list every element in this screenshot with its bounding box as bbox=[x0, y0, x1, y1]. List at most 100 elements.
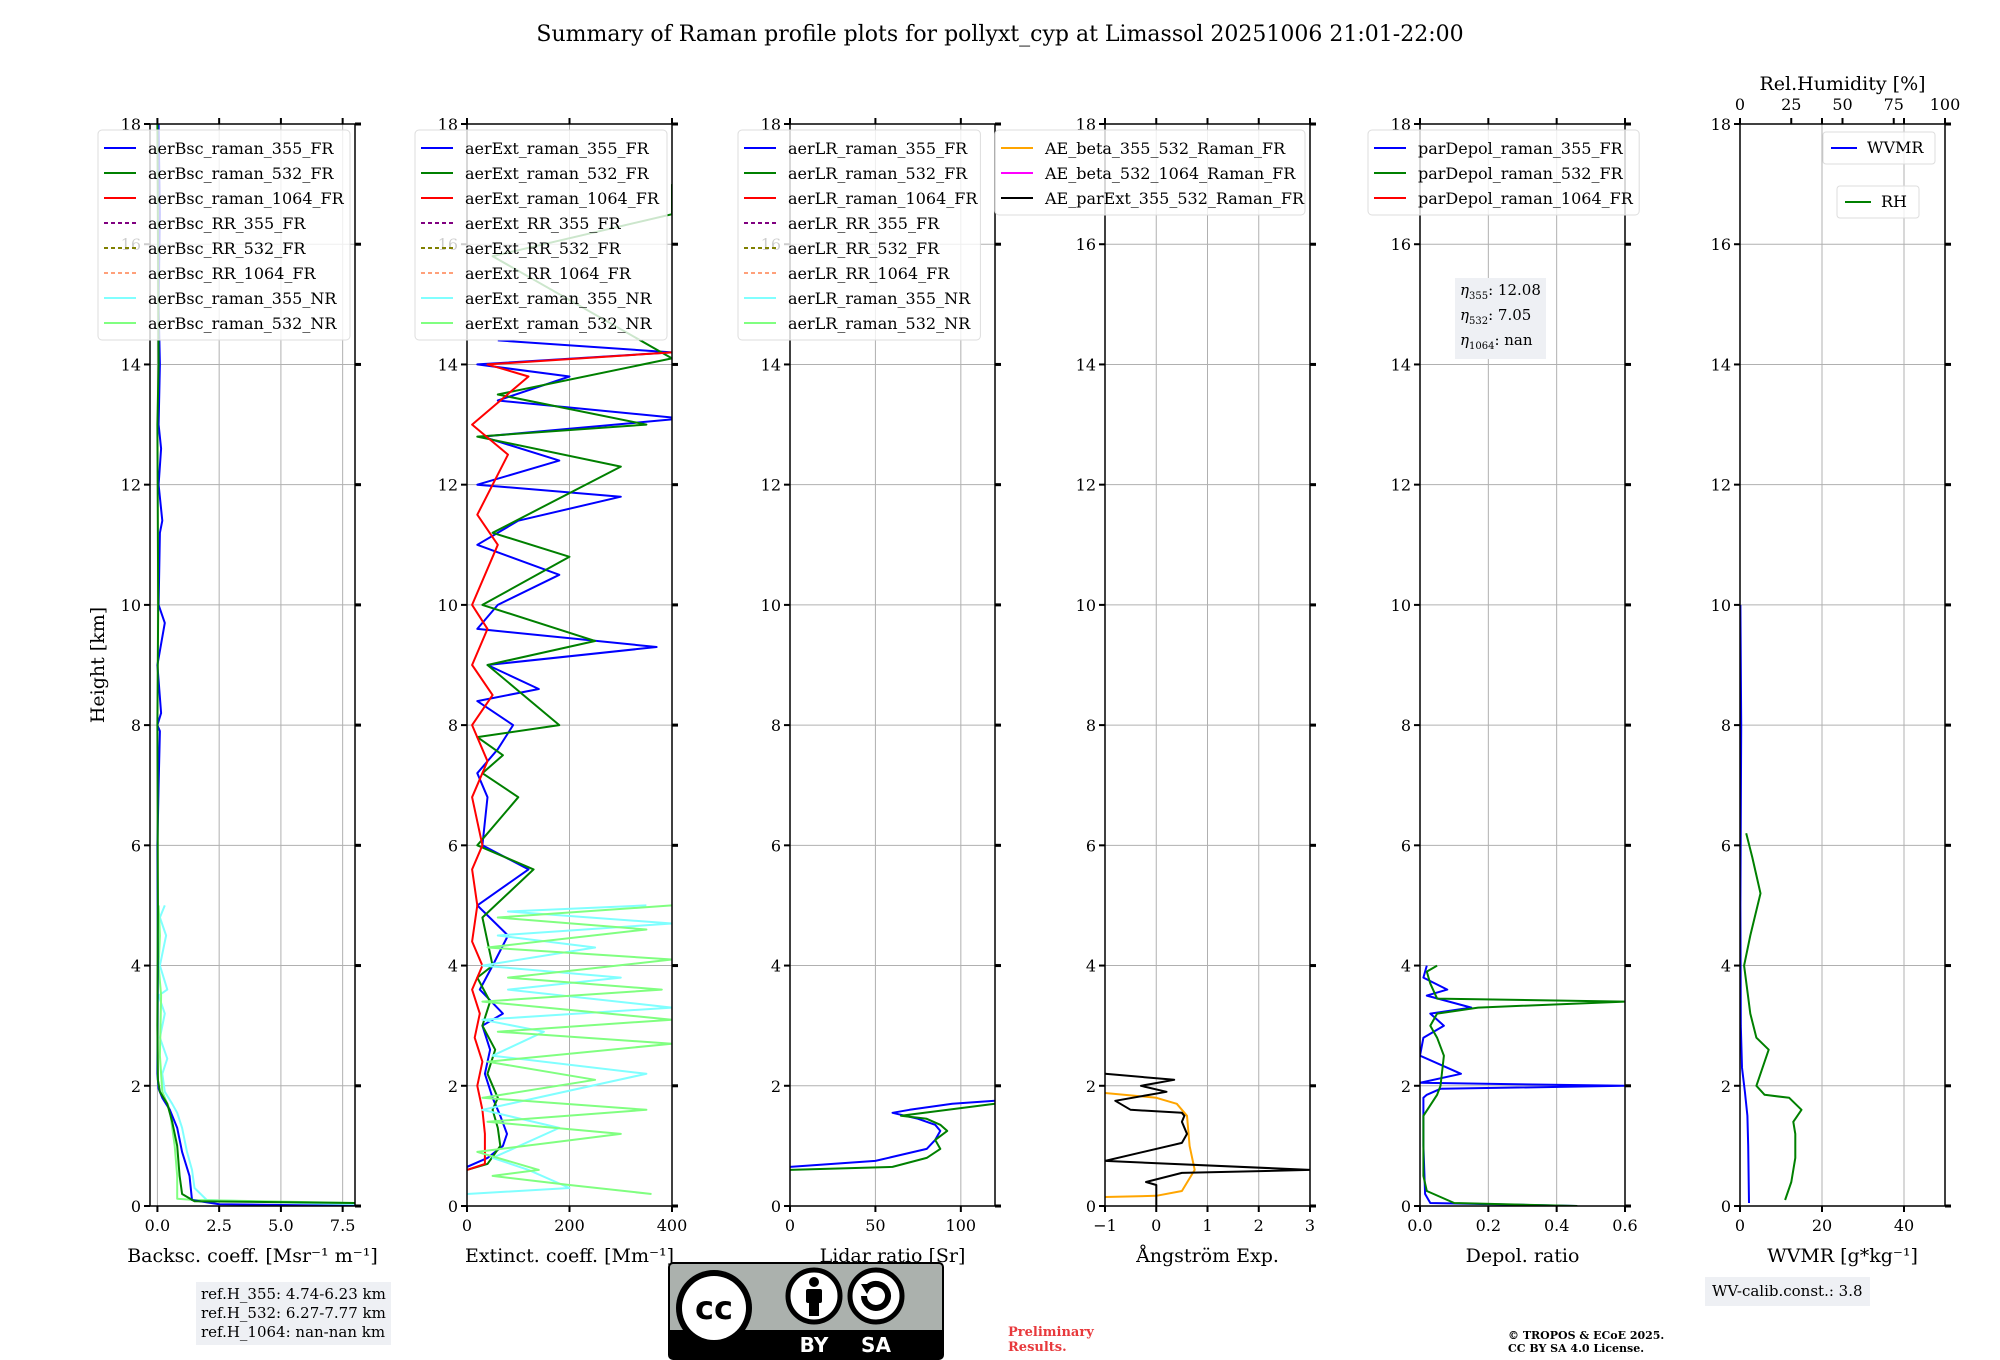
x-axis-label: Ångström Exp. bbox=[1135, 1245, 1279, 1267]
series-RH bbox=[1743, 833, 1803, 1201]
y-tick-label: 0 bbox=[448, 1197, 458, 1216]
x-tick-label: 0 bbox=[1735, 1216, 1745, 1235]
axes-ext: 0200400024681012141618Extinct. coeff. [M… bbox=[414, 115, 688, 1267]
x-tick-label: 0.0 bbox=[1407, 1216, 1432, 1235]
eta-355: η355: 12.08 bbox=[1460, 281, 1541, 302]
y-tick-label: 10 bbox=[1076, 596, 1096, 615]
series-parDepol_raman_532_FR bbox=[1422, 964, 1625, 1206]
series-WVMR bbox=[1740, 604, 1750, 1204]
x2-tick-label: 100 bbox=[1930, 95, 1961, 114]
x-axis-label: Extinct. coeff. [Mm⁻¹] bbox=[465, 1245, 674, 1267]
y-tick-label: 14 bbox=[1391, 355, 1411, 374]
y-tick-label: 12 bbox=[1076, 476, 1096, 495]
series-aerExt_raman_1064_FR bbox=[467, 351, 672, 1171]
series-aerLR_raman_532_FR bbox=[790, 1102, 995, 1171]
x-tick-label: 7.5 bbox=[330, 1216, 355, 1235]
legend-label: aerBsc_raman_355_FR bbox=[148, 139, 334, 158]
y-tick-label: 10 bbox=[761, 596, 781, 615]
x-tick-label: 0 bbox=[462, 1216, 472, 1235]
legend-label: aerLR_RR_1064_FR bbox=[788, 264, 950, 283]
y-tick-label: 18 bbox=[1711, 115, 1731, 134]
legend-label: parDepol_raman_532_FR bbox=[1418, 164, 1624, 183]
axes-lr: 050100024681012141618Lidar ratio [Sr]aer… bbox=[737, 115, 1001, 1267]
y-tick-label: 12 bbox=[1391, 476, 1411, 495]
y-tick-label: 6 bbox=[131, 836, 141, 855]
y-tick-label: 8 bbox=[131, 716, 141, 735]
legend: AE_beta_355_532_Raman_FR AE_beta_532_1064… bbox=[994, 129, 1306, 216]
x-tick-label: 0.0 bbox=[145, 1216, 170, 1235]
series-aerExt_raman_355_NR bbox=[467, 904, 672, 1195]
series-aerBsc_raman_355_NR bbox=[157, 905, 355, 1206]
x-tick-label: 400 bbox=[657, 1216, 688, 1235]
x-tick-label: 50 bbox=[865, 1216, 885, 1235]
y-tick-label: 2 bbox=[771, 1077, 781, 1096]
series-group bbox=[467, 184, 672, 1195]
y-tick-label: 2 bbox=[131, 1077, 141, 1096]
legend-RH: RH bbox=[1836, 185, 1920, 219]
y-tick-label: 6 bbox=[1401, 836, 1411, 855]
x-axis-label: Backsc. coeff. [Msr⁻¹ m⁻¹] bbox=[127, 1245, 378, 1267]
figure-title: Summary of Raman profile plots for polly… bbox=[536, 22, 1464, 47]
attribution-icon bbox=[785, 1267, 843, 1325]
y-tick-label: 16 bbox=[1391, 235, 1411, 254]
ref-height-355: ref.H_355: 4.74-6.23 km bbox=[201, 1285, 386, 1303]
legend-box bbox=[1836, 185, 1920, 219]
x-axis-label: WVMR [g*kg⁻¹] bbox=[1767, 1245, 1918, 1267]
y-tick-label: 4 bbox=[448, 957, 458, 976]
x-axis-label: Lidar ratio [Sr] bbox=[820, 1245, 966, 1267]
axes-depol: 0.0 0.2 0.4 0.6 0 2 4 6 8 10 12 14 16 18 Depol. ratio p… bbox=[1367, 115, 1640, 1267]
y-tick-label: 18 bbox=[121, 115, 141, 134]
cc-icon: cc bbox=[676, 1270, 752, 1346]
y-tick-label: 6 bbox=[1086, 836, 1096, 855]
y-tick-label: 14 bbox=[121, 355, 141, 374]
legend-label: aerLR_RR_532_FR bbox=[788, 239, 940, 258]
preliminary-results-note: Preliminary Results. bbox=[1008, 1325, 1094, 1355]
y-tick-label: 18 bbox=[761, 115, 781, 134]
y-tick-label: 2 bbox=[1086, 1077, 1096, 1096]
y-tick-label: 14 bbox=[761, 355, 781, 374]
legend-label: aerLR_RR_355_FR bbox=[788, 214, 940, 233]
y-tick-label: 16 bbox=[1711, 235, 1731, 254]
legend-label: aerLR_raman_1064_FR bbox=[788, 189, 978, 208]
y-tick-label: 6 bbox=[771, 836, 781, 855]
legend-label: AE_beta_355_532_Raman_FR bbox=[1044, 139, 1286, 158]
legend-label: aerExt_raman_355_NR bbox=[465, 289, 653, 308]
x-tick-label: 0.2 bbox=[1476, 1216, 1501, 1235]
y-tick-label: 2 bbox=[448, 1077, 458, 1096]
y-tick-label: 4 bbox=[1401, 957, 1411, 976]
x2-tick-label: 50 bbox=[1832, 95, 1852, 114]
y-tick-label: 18 bbox=[1076, 115, 1096, 134]
axes-frame bbox=[149, 123, 356, 1207]
x2-axis-label: Rel.Humidity [%] bbox=[1759, 73, 1925, 95]
legend-label: aerBsc_RR_1064_FR bbox=[148, 264, 317, 283]
svg-text:cc: cc bbox=[695, 1289, 733, 1327]
series-group bbox=[1420, 964, 1625, 1206]
legend-label: aerExt_RR_1064_FR bbox=[465, 264, 632, 283]
x-tick-label: 0.6 bbox=[1612, 1216, 1637, 1235]
y-tick-label: 4 bbox=[1721, 957, 1731, 976]
series-aerLR_raman_355_FR bbox=[790, 1099, 995, 1168]
series-group bbox=[1105, 1072, 1310, 1206]
cc-by-sa-license-badge: cc BY SA bbox=[668, 1262, 944, 1360]
y-tick-label: 8 bbox=[448, 716, 458, 735]
x-tick-label: 5.0 bbox=[268, 1216, 293, 1235]
y-tick-label: 4 bbox=[1086, 957, 1096, 976]
x-tick-label: 100 bbox=[946, 1216, 977, 1235]
legend-box bbox=[414, 129, 668, 341]
eta-1064: η1064: nan bbox=[1460, 331, 1533, 352]
y-tick-label: 14 bbox=[1076, 355, 1096, 374]
legend: aerBsc_raman_355_FR aerBsc_raman_532_FRae… bbox=[97, 129, 351, 341]
series-aerExt_raman_532_NR bbox=[476, 904, 672, 1195]
series-AE_beta_355_532_Raman_FR bbox=[1105, 1092, 1196, 1198]
series-aerExt_raman_355_FR bbox=[467, 339, 672, 1168]
y-tick-label: 14 bbox=[438, 355, 458, 374]
x-tick-label: 2.5 bbox=[206, 1216, 231, 1235]
x-tick-label: 0.4 bbox=[1544, 1216, 1569, 1235]
y-tick-label: 0 bbox=[131, 1197, 141, 1216]
y-tick-label: 12 bbox=[1711, 476, 1731, 495]
series-group bbox=[156, 124, 355, 1206]
legend-label: aerExt_RR_532_FR bbox=[465, 239, 622, 258]
legend-label: WVMR bbox=[1867, 138, 1924, 157]
legend-label: aerExt_raman_1064_FR bbox=[465, 189, 660, 208]
